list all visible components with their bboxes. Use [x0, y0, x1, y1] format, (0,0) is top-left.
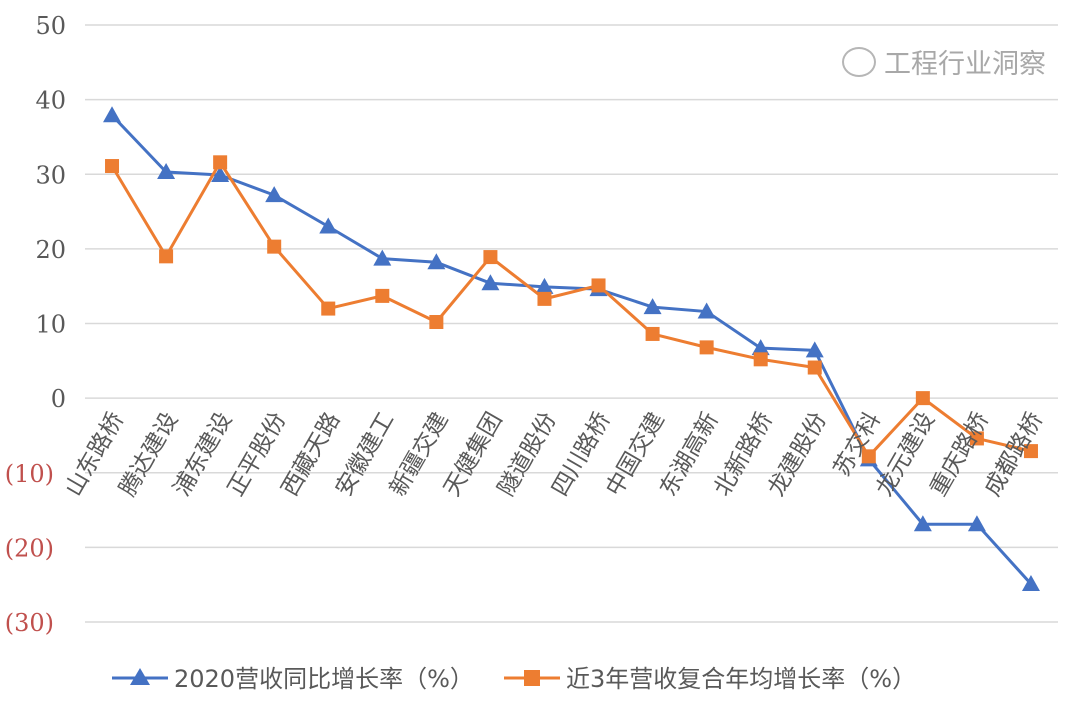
- legend-marker-triangle: [130, 668, 150, 685]
- data-point-square: [807, 360, 822, 375]
- watermark: 工程行业洞察: [838, 40, 1050, 83]
- data-point-square: [699, 340, 714, 355]
- data-point-square: [753, 352, 768, 367]
- data-point-triangle: [211, 165, 230, 182]
- data-point-triangle: [103, 106, 122, 123]
- data-point-square: [483, 250, 498, 265]
- y-tick-label: (20): [5, 534, 54, 562]
- data-point-square: [591, 278, 606, 293]
- data-point-triangle: [373, 249, 392, 266]
- data-point-square: [375, 288, 390, 303]
- y-tick-label: 30: [35, 161, 66, 189]
- data-point-square: [915, 391, 930, 406]
- data-point-triangle: [157, 163, 176, 180]
- y-tick-label: 0: [51, 385, 66, 413]
- data-point-triangle: [967, 515, 986, 532]
- data-point-square: [213, 155, 228, 170]
- data-point-square: [159, 249, 174, 264]
- data-point-triangle: [751, 339, 770, 356]
- data-point-triangle: [265, 186, 284, 203]
- y-tick-label: 50: [35, 12, 66, 40]
- data-point-triangle: [481, 274, 500, 291]
- data-point-square: [861, 449, 876, 464]
- watermark-text: 工程行业洞察: [884, 49, 1046, 80]
- data-point-square: [321, 301, 336, 316]
- data-point-triangle: [697, 302, 716, 319]
- data-point-square: [537, 291, 552, 306]
- data-point-triangle: [643, 298, 662, 315]
- y-tick-label: (30): [5, 609, 54, 637]
- series-line-1: [110, 160, 1032, 458]
- data-point-square: [267, 239, 282, 254]
- y-tick-label: 40: [35, 87, 66, 115]
- data-point-triangle: [427, 253, 446, 270]
- data-point-triangle: [805, 341, 824, 358]
- data-point-square: [105, 159, 120, 174]
- wechat-icon: [842, 46, 876, 77]
- y-tick-label: (10): [5, 460, 54, 488]
- legend-marker-square: [524, 670, 540, 686]
- series-line-0: [110, 114, 1033, 585]
- data-point-triangle: [1021, 574, 1040, 591]
- data-point-square: [969, 431, 984, 446]
- data-point-square: [645, 326, 660, 341]
- data-point-square: [1023, 444, 1038, 459]
- data-point-triangle: [535, 277, 554, 294]
- data-point-square: [429, 315, 444, 330]
- y-tick-label: 10: [35, 311, 66, 339]
- data-point-triangle: [913, 515, 932, 532]
- legend-label-0: 2020营收同比增长率（%）: [174, 665, 474, 693]
- data-point-triangle: [319, 217, 338, 234]
- y-tick-label: 20: [35, 236, 66, 264]
- legend-label-1: 近3年营收复合年均增长率（%）: [566, 665, 916, 693]
